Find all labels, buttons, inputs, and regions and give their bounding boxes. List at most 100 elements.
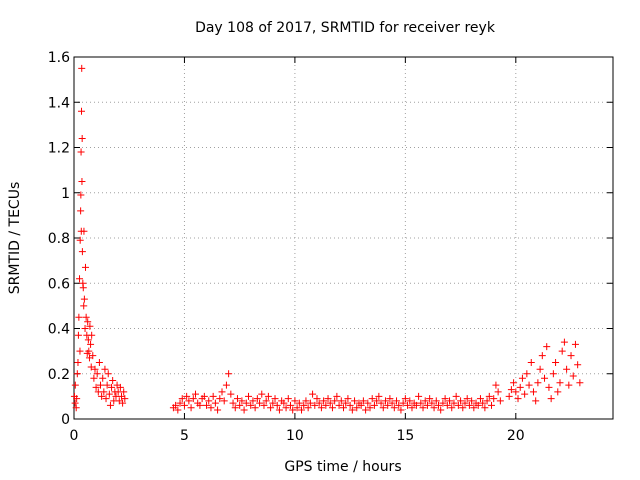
data-point <box>75 313 83 321</box>
data-point <box>342 399 350 407</box>
data-point <box>406 397 414 405</box>
data-point <box>295 399 303 407</box>
data-point <box>468 397 476 405</box>
data-point <box>273 401 281 409</box>
y-tick-label: 0 <box>61 412 70 428</box>
data-point <box>331 397 339 405</box>
data-point <box>505 392 513 400</box>
data-point <box>351 397 359 405</box>
data-point <box>532 397 540 405</box>
data-point <box>172 401 180 409</box>
data-point <box>109 377 117 385</box>
data-point <box>245 392 253 400</box>
data-point <box>457 397 465 405</box>
data-point <box>490 395 498 403</box>
x-tick-label: 10 <box>286 428 304 444</box>
data-point <box>106 401 114 409</box>
data-point <box>89 352 97 360</box>
data-point <box>315 399 323 407</box>
data-point <box>534 379 542 387</box>
data-point <box>269 399 277 407</box>
data-point <box>214 406 222 414</box>
data-point <box>76 236 84 244</box>
data-point <box>231 404 239 412</box>
data-point <box>93 370 101 378</box>
data-point <box>119 399 127 407</box>
data-point <box>494 388 502 396</box>
data-point <box>549 370 557 378</box>
data-point <box>366 404 374 412</box>
data-point <box>233 395 241 403</box>
data-point <box>76 275 84 283</box>
data-point <box>412 401 420 409</box>
data-point <box>426 395 434 403</box>
data-point <box>362 406 370 414</box>
y-tick-label: 0.2 <box>48 367 70 383</box>
data-point <box>291 397 299 405</box>
data-point <box>185 397 193 405</box>
data-point <box>465 401 473 409</box>
chart-title: Day 108 of 2017, SRMTID for receiver rey… <box>195 20 496 36</box>
data-point <box>474 401 482 409</box>
data-point <box>320 397 328 405</box>
data-point <box>71 399 79 407</box>
data-point <box>309 390 317 398</box>
data-point <box>207 404 215 412</box>
data-point <box>100 388 108 396</box>
data-point <box>78 248 86 256</box>
data-point <box>512 388 520 396</box>
y-tick-label: 0.6 <box>48 276 70 292</box>
data-point <box>271 395 279 403</box>
data-point <box>97 381 105 389</box>
data-point <box>191 390 199 398</box>
x-tick-label: 0 <box>70 428 79 444</box>
y-axis-label: SRMTID / TECUs <box>7 182 23 295</box>
data-point <box>74 331 82 339</box>
data-point <box>381 397 389 405</box>
data-point <box>225 370 233 378</box>
data-point <box>556 379 564 387</box>
data-point <box>247 401 255 409</box>
data-point <box>485 392 493 400</box>
data-point <box>344 395 352 403</box>
data-point <box>554 388 562 396</box>
data-point <box>545 383 553 391</box>
data-point <box>441 395 449 403</box>
data-point <box>417 399 425 407</box>
data-point <box>335 401 343 409</box>
data-point <box>86 322 94 330</box>
data-point <box>481 404 489 412</box>
data-point <box>368 395 376 403</box>
data-point <box>379 404 387 412</box>
data-point <box>384 401 392 409</box>
x-axis-label: GPS time / hours <box>284 459 401 475</box>
data-point <box>326 399 334 407</box>
data-point <box>78 177 86 185</box>
data-point <box>227 390 235 398</box>
data-point <box>313 395 321 403</box>
data-point <box>80 295 88 303</box>
data-point <box>415 392 423 400</box>
data-point <box>439 399 447 407</box>
data-point <box>282 404 290 412</box>
data-point <box>375 392 383 400</box>
data-point <box>92 383 100 391</box>
y-tick-label: 0.8 <box>48 231 70 247</box>
data-point <box>390 404 398 412</box>
data-point <box>304 404 312 412</box>
data-point <box>79 284 87 292</box>
data-point <box>574 361 582 369</box>
data-point <box>359 397 367 405</box>
data-point <box>298 406 306 414</box>
data-point <box>373 397 381 405</box>
data-point <box>377 399 385 407</box>
data-point <box>81 325 89 332</box>
x-tick-label: 15 <box>396 428 414 444</box>
data-point <box>483 397 491 405</box>
data-point <box>569 372 577 380</box>
x-tick-label: 20 <box>507 428 525 444</box>
data-point <box>251 404 259 412</box>
data-point <box>209 392 217 400</box>
data-point <box>91 365 99 373</box>
data-point <box>454 401 462 409</box>
